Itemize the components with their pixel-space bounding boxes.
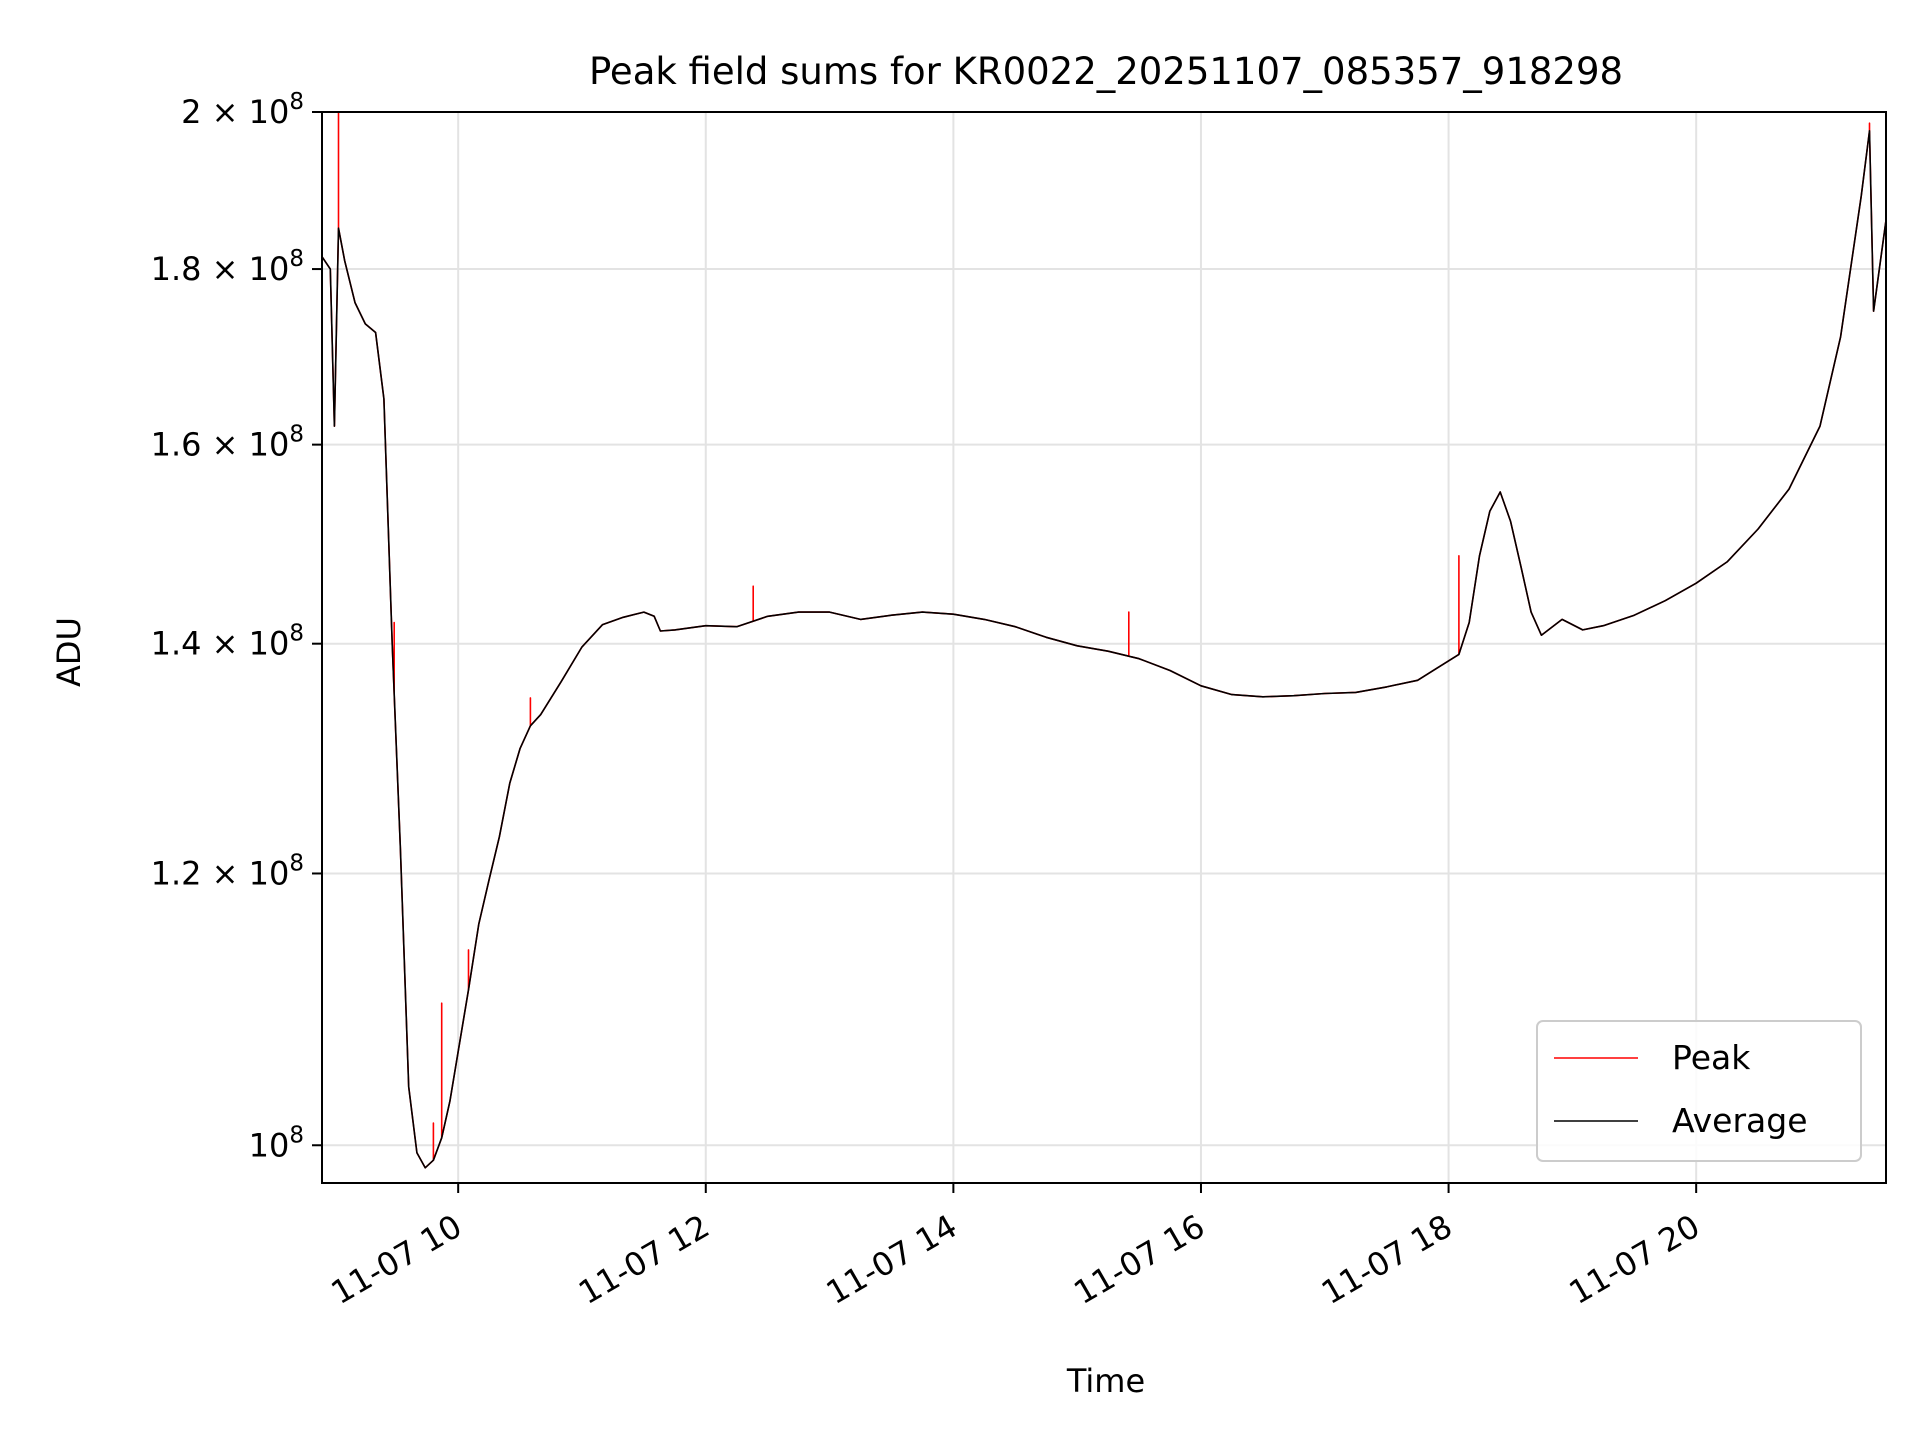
series-layer [321, 111, 1887, 1169]
legend-label: Peak [1672, 1038, 1751, 1077]
legend: Peak Average [1536, 1020, 1862, 1162]
x-tick-label: 11-07 12 [572, 1207, 716, 1312]
y-tick-label: 1.6 × 108 [151, 422, 304, 464]
y-tick-label: 2 × 108 [181, 89, 304, 131]
x-tick-label: 11-07 16 [1067, 1207, 1211, 1312]
y-tick-label: 108 [249, 1122, 304, 1164]
y-tick-label: 1.2 × 108 [151, 850, 304, 892]
legend-box [1536, 1020, 1862, 1162]
average-series-line [321, 130, 1887, 1169]
x-tick-label: 11-07 14 [820, 1207, 964, 1312]
x-axis-label: Time [1066, 1362, 1145, 1400]
y-axis-label: ADU [50, 617, 88, 687]
y-axis: 108 1.2 × 108 1.4 × 108 1.6 × 108 1.8 × 108 2… [151, 89, 322, 1164]
x-tick-label: 11-07 20 [1563, 1207, 1707, 1312]
x-tick-label: 11-07 18 [1315, 1207, 1459, 1312]
x-axis: 11-07 10 11-07 12 11-07 14 11-07 16 11-07 18… [325, 1183, 1707, 1312]
y-tick-label: 1.4 × 108 [151, 621, 304, 663]
legend-label: Average [1672, 1101, 1808, 1140]
y-tick-label: 1.8 × 108 [151, 246, 304, 288]
peak-series-line [321, 111, 1887, 1169]
chart-title: Peak field sums for KR0022_20251107_0853… [589, 50, 1623, 93]
x-tick-label: 11-07 10 [325, 1207, 469, 1312]
plot-frame [321, 111, 1887, 1184]
